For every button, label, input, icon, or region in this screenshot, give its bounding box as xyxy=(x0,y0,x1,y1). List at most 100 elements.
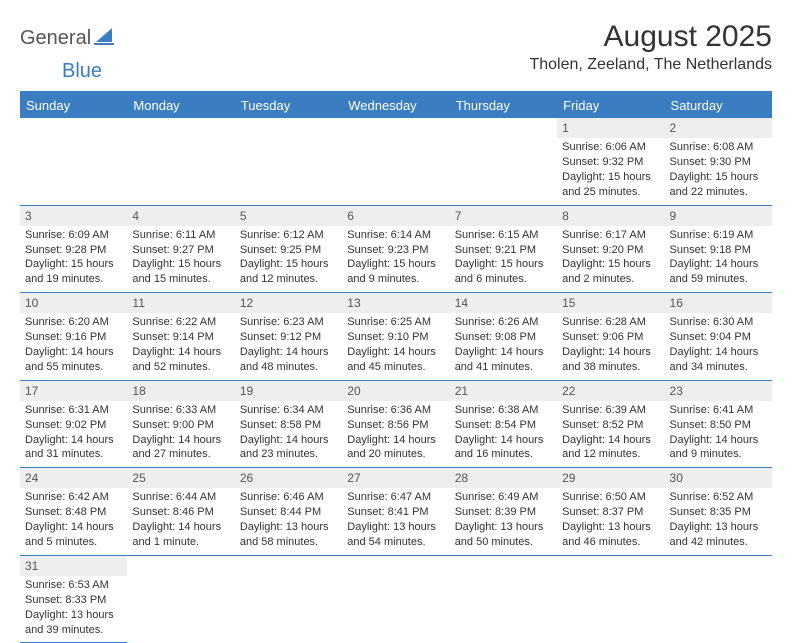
daylight-text: Daylight: 14 hours and 5 minutes. xyxy=(25,520,122,550)
sunset-text: Sunset: 8:56 PM xyxy=(347,418,444,433)
sunset-text: Sunset: 9:00 PM xyxy=(132,418,229,433)
sunrise-text: Sunrise: 6:44 AM xyxy=(132,490,229,505)
sunset-text: Sunset: 8:50 PM xyxy=(670,418,767,433)
day-cell: 11Sunrise: 6:22 AMSunset: 9:14 PMDayligh… xyxy=(127,293,234,381)
sunrise-text: Sunrise: 6:30 AM xyxy=(670,315,767,330)
sunset-text: Sunset: 8:44 PM xyxy=(240,505,337,520)
sunset-text: Sunset: 8:54 PM xyxy=(455,418,552,433)
day-cell: 4Sunrise: 6:11 AMSunset: 9:27 PMDaylight… xyxy=(127,205,234,293)
weekday-header: Monday xyxy=(127,92,234,118)
sunset-text: Sunset: 9:32 PM xyxy=(562,155,659,170)
day-cell: 9Sunrise: 6:19 AMSunset: 9:18 PMDaylight… xyxy=(665,205,772,293)
day-cell: 5Sunrise: 6:12 AMSunset: 9:25 PMDaylight… xyxy=(235,205,342,293)
sunrise-text: Sunrise: 6:11 AM xyxy=(132,228,229,243)
sunset-text: Sunset: 9:04 PM xyxy=(670,330,767,345)
empty-cell xyxy=(450,555,557,643)
day-number: 13 xyxy=(342,293,449,313)
day-cell: 7Sunrise: 6:15 AMSunset: 9:21 PMDaylight… xyxy=(450,205,557,293)
empty-cell xyxy=(127,118,234,205)
day-number: 8 xyxy=(557,206,664,226)
sunrise-text: Sunrise: 6:39 AM xyxy=(562,403,659,418)
sunset-text: Sunset: 8:41 PM xyxy=(347,505,444,520)
sunrise-text: Sunrise: 6:23 AM xyxy=(240,315,337,330)
daylight-text: Daylight: 14 hours and 20 minutes. xyxy=(347,433,444,463)
day-cell: 14Sunrise: 6:26 AMSunset: 9:08 PMDayligh… xyxy=(450,293,557,381)
weekday-header: Tuesday xyxy=(235,92,342,118)
sunrise-text: Sunrise: 6:25 AM xyxy=(347,315,444,330)
empty-cell xyxy=(450,118,557,205)
sunrise-text: Sunrise: 6:12 AM xyxy=(240,228,337,243)
daylight-text: Daylight: 14 hours and 48 minutes. xyxy=(240,345,337,375)
empty-cell xyxy=(342,555,449,643)
day-number: 7 xyxy=(450,206,557,226)
day-cell: 29Sunrise: 6:50 AMSunset: 8:37 PMDayligh… xyxy=(557,468,664,556)
day-number: 10 xyxy=(20,293,127,313)
day-number: 6 xyxy=(342,206,449,226)
day-cell: 28Sunrise: 6:49 AMSunset: 8:39 PMDayligh… xyxy=(450,468,557,556)
weekday-header: Friday xyxy=(557,92,664,118)
sunset-text: Sunset: 8:35 PM xyxy=(670,505,767,520)
sunset-text: Sunset: 9:20 PM xyxy=(562,243,659,258)
day-cell: 16 Sunrise: 6:30 AMSunset: 9:04 PMDayligh… xyxy=(665,293,772,381)
day-cell: 20 Sunrise: 6:36 AMSunset: 8:56 PMDayligh… xyxy=(342,380,449,468)
sunrise-text: Sunrise: 6:17 AM xyxy=(562,228,659,243)
day-number: 24 xyxy=(20,468,127,488)
day-number: 27 xyxy=(342,468,449,488)
daylight-text: Daylight: 14 hours and 34 minutes. xyxy=(670,345,767,375)
calendar-body: 1Sunrise: 6:06 AMSunset: 9:32 PMDaylight… xyxy=(20,118,772,643)
logo: General xyxy=(20,26,116,51)
day-number: 1 xyxy=(557,118,664,138)
day-cell: 19Sunrise: 6:34 AMSunset: 8:58 PMDayligh… xyxy=(235,380,342,468)
sunrise-text: Sunrise: 6:41 AM xyxy=(670,403,767,418)
day-number: 16 xyxy=(665,293,772,313)
empty-cell xyxy=(20,118,127,205)
sunrise-text: Sunrise: 6:34 AM xyxy=(240,403,337,418)
sunrise-text: Sunrise: 6:20 AM xyxy=(25,315,122,330)
day-cell: 1Sunrise: 6:06 AMSunset: 9:32 PMDaylight… xyxy=(557,118,664,205)
day-number: 28 xyxy=(450,468,557,488)
day-cell: 21Sunrise: 6:38 AMSunset: 8:54 PMDayligh… xyxy=(450,380,557,468)
daylight-text: Daylight: 15 hours and 25 minutes. xyxy=(562,170,659,200)
daylight-text: Daylight: 14 hours and 52 minutes. xyxy=(132,345,229,375)
day-number: 29 xyxy=(557,468,664,488)
sunrise-text: Sunrise: 6:49 AM xyxy=(455,490,552,505)
weekday-header: Sunday xyxy=(20,92,127,118)
sunset-text: Sunset: 9:27 PM xyxy=(132,243,229,258)
sunset-text: Sunset: 9:28 PM xyxy=(25,243,122,258)
day-number: 20 xyxy=(342,381,449,401)
weekday-header: Wednesday xyxy=(342,92,449,118)
daylight-text: Daylight: 14 hours and 31 minutes. xyxy=(25,433,122,463)
sunrise-text: Sunrise: 6:31 AM xyxy=(25,403,122,418)
day-cell: 12Sunrise: 6:23 AMSunset: 9:12 PMDayligh… xyxy=(235,293,342,381)
sunset-text: Sunset: 8:46 PM xyxy=(132,505,229,520)
empty-cell xyxy=(235,555,342,643)
title-block: August 2025 Tholen, Zeeland, The Netherl… xyxy=(529,20,772,74)
sunrise-text: Sunrise: 6:09 AM xyxy=(25,228,122,243)
weekday-header: Thursday xyxy=(450,92,557,118)
day-cell: 2Sunrise: 6:08 AMSunset: 9:30 PMDaylight… xyxy=(665,118,772,205)
month-title: August 2025 xyxy=(529,20,772,54)
sunrise-text: Sunrise: 6:38 AM xyxy=(455,403,552,418)
daylight-text: Daylight: 15 hours and 15 minutes. xyxy=(132,257,229,287)
sunrise-text: Sunrise: 6:46 AM xyxy=(240,490,337,505)
day-number: 15 xyxy=(557,293,664,313)
day-number: 9 xyxy=(665,206,772,226)
sunrise-text: Sunrise: 6:36 AM xyxy=(347,403,444,418)
sunset-text: Sunset: 9:18 PM xyxy=(670,243,767,258)
day-cell: 10Sunrise: 6:20 AMSunset: 9:16 PMDayligh… xyxy=(20,293,127,381)
sunrise-text: Sunrise: 6:19 AM xyxy=(670,228,767,243)
day-number: 17 xyxy=(20,381,127,401)
day-number: 3 xyxy=(20,206,127,226)
day-number: 26 xyxy=(235,468,342,488)
day-cell: 18Sunrise: 6:33 AMSunset: 9:00 PMDayligh… xyxy=(127,380,234,468)
sunset-text: Sunset: 8:52 PM xyxy=(562,418,659,433)
sunset-text: Sunset: 8:39 PM xyxy=(455,505,552,520)
logo-text-blue: Blue xyxy=(62,60,102,82)
day-number: 19 xyxy=(235,381,342,401)
sunset-text: Sunset: 9:25 PM xyxy=(240,243,337,258)
daylight-text: Daylight: 13 hours and 42 minutes. xyxy=(670,520,767,550)
day-cell: 13Sunrise: 6:25 AMSunset: 9:10 PMDayligh… xyxy=(342,293,449,381)
sunset-text: Sunset: 9:08 PM xyxy=(455,330,552,345)
day-cell: 31Sunrise: 6:53 AMSunset: 8:33 PMDayligh… xyxy=(20,555,127,643)
daylight-text: Daylight: 14 hours and 12 minutes. xyxy=(562,433,659,463)
